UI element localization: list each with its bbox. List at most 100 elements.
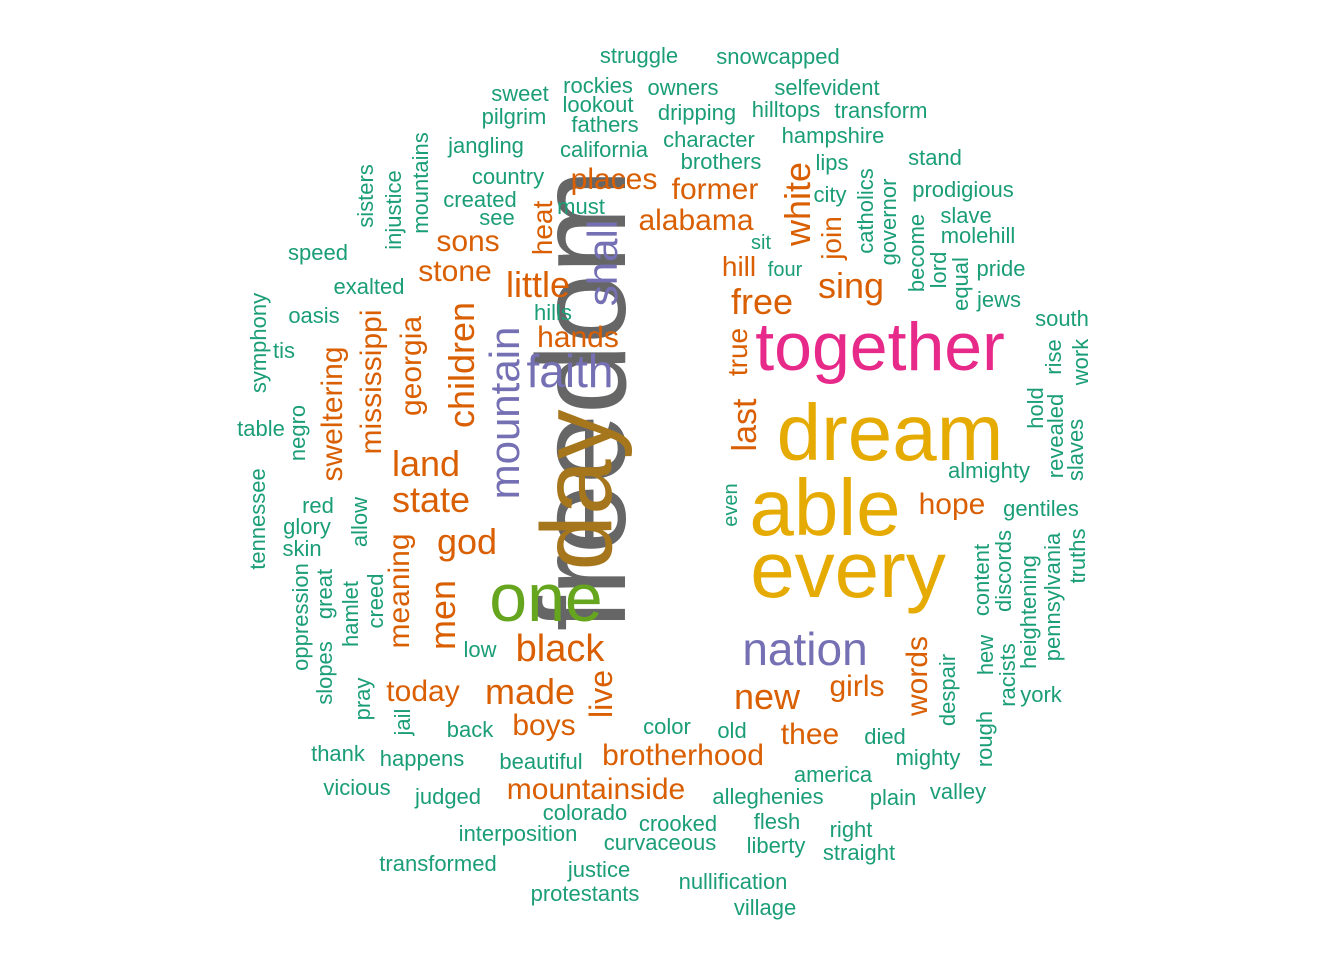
word-transform: transform bbox=[834, 98, 928, 123]
word-men: men bbox=[422, 579, 463, 651]
word-pride: pride bbox=[976, 256, 1026, 281]
word-beautiful: beautiful bbox=[499, 749, 583, 774]
word-pilgrim: pilgrim bbox=[481, 104, 547, 129]
word-character: character bbox=[663, 127, 755, 152]
word-liberty: liberty bbox=[746, 833, 806, 858]
word-see: see bbox=[479, 205, 515, 230]
word-former: former bbox=[671, 173, 759, 206]
word-hope: hope bbox=[918, 488, 986, 521]
word-truths: truths bbox=[1065, 528, 1090, 584]
word-lookout: lookout bbox=[562, 92, 634, 117]
word-city: city bbox=[813, 182, 847, 207]
word-able: able bbox=[749, 463, 901, 552]
word-thank: thank bbox=[311, 741, 365, 766]
word-died: died bbox=[864, 724, 906, 749]
word-tis: tis bbox=[273, 338, 295, 363]
word-state: state bbox=[391, 479, 471, 520]
word-rough: rough bbox=[972, 710, 997, 768]
word-selfevident: selfevident bbox=[774, 75, 880, 100]
word-great: great bbox=[312, 568, 337, 620]
word-creed: creed bbox=[363, 573, 388, 629]
word-slave: slave bbox=[940, 203, 992, 228]
word-land: land bbox=[391, 443, 461, 484]
word-gentiles: gentiles bbox=[1003, 496, 1079, 521]
word-sweltering: sweltering bbox=[316, 346, 349, 482]
word-sweet: sweet bbox=[491, 81, 549, 106]
word-join: join bbox=[816, 216, 847, 260]
word-hill: hill bbox=[721, 251, 757, 282]
word-slaves: slaves bbox=[1063, 418, 1088, 482]
word-live: live bbox=[583, 669, 619, 719]
word-hilltops: hilltops bbox=[751, 97, 821, 122]
word-south: south bbox=[1035, 306, 1089, 331]
word-hamlet: hamlet bbox=[338, 580, 363, 648]
word-georgia: georgia bbox=[395, 315, 428, 417]
word-rockies: rockies bbox=[563, 73, 633, 98]
word-negro: negro bbox=[285, 404, 310, 462]
word-oasis: oasis bbox=[288, 303, 340, 328]
word-pennsylvania: pennsylvania bbox=[1040, 532, 1065, 662]
word-heat: heat bbox=[527, 200, 558, 256]
word-must: must bbox=[557, 194, 605, 219]
word-girls: girls bbox=[829, 670, 885, 703]
word-stand: stand bbox=[908, 145, 962, 170]
word-nullification: nullification bbox=[678, 869, 788, 894]
word-sisters: sisters bbox=[353, 164, 378, 228]
word-rise: rise bbox=[1041, 339, 1066, 375]
word-boys: boys bbox=[512, 709, 576, 742]
word-new: new bbox=[733, 676, 801, 717]
word-dream: dream bbox=[776, 388, 1004, 477]
word-black: black bbox=[515, 628, 605, 670]
word-nation: nation bbox=[742, 623, 868, 675]
word-governor: governor bbox=[876, 178, 901, 266]
word-hampshire: hampshire bbox=[781, 123, 885, 148]
word-work: work bbox=[1068, 338, 1093, 386]
word-together: together bbox=[755, 309, 1005, 385]
word-four: four bbox=[767, 259, 803, 281]
word-crooked: crooked bbox=[638, 811, 718, 836]
word-country: country bbox=[471, 164, 545, 189]
word-old: old bbox=[717, 718, 747, 743]
word-one: one bbox=[489, 560, 603, 636]
word-equal: equal bbox=[948, 257, 973, 311]
word-white: white bbox=[777, 161, 818, 247]
word-skin: skin bbox=[282, 536, 322, 561]
word-tennessee: tennessee bbox=[245, 468, 270, 570]
word-content: content bbox=[969, 543, 994, 617]
word-back: back bbox=[446, 717, 494, 742]
word-low: low bbox=[463, 637, 497, 662]
word-alleghenies: alleghenies bbox=[712, 784, 824, 809]
word-symphony: symphony bbox=[246, 292, 271, 394]
word-snowcapped: snowcapped bbox=[716, 44, 840, 69]
word-heightening: heightening bbox=[1016, 555, 1041, 669]
word-little: little bbox=[505, 264, 571, 305]
word-god: god bbox=[436, 521, 498, 562]
word-hew: hew bbox=[973, 634, 998, 676]
word-village: village bbox=[733, 895, 797, 920]
word-transformed: transformed bbox=[379, 851, 497, 876]
word-thee: thee bbox=[780, 718, 840, 751]
word-mountains: mountains bbox=[408, 132, 433, 234]
word-glory: glory bbox=[283, 514, 331, 539]
word-color: color bbox=[643, 714, 691, 739]
word-vicious: vicious bbox=[323, 775, 391, 800]
word-california: california bbox=[559, 137, 649, 162]
word-allow: allow bbox=[347, 496, 372, 548]
word-made: made bbox=[484, 671, 576, 712]
word-shall: shall bbox=[579, 219, 626, 307]
word-york: york bbox=[1020, 682, 1062, 707]
word-discords: discords bbox=[991, 530, 1016, 612]
word-meaning: meaning bbox=[383, 533, 416, 649]
word-lord: lord bbox=[926, 251, 951, 289]
word-created: created bbox=[443, 187, 517, 212]
word-protestants: protestants bbox=[530, 881, 640, 906]
word-brothers: brothers bbox=[680, 149, 762, 174]
word-despair: despair bbox=[935, 653, 960, 727]
word-children: children bbox=[441, 301, 482, 429]
word-owners: owners bbox=[647, 75, 719, 100]
word-racists: racists bbox=[995, 643, 1020, 707]
word-dripping: dripping bbox=[657, 100, 737, 125]
word-fathers: fathers bbox=[571, 112, 639, 137]
word-prodigious: prodigious bbox=[912, 177, 1014, 202]
